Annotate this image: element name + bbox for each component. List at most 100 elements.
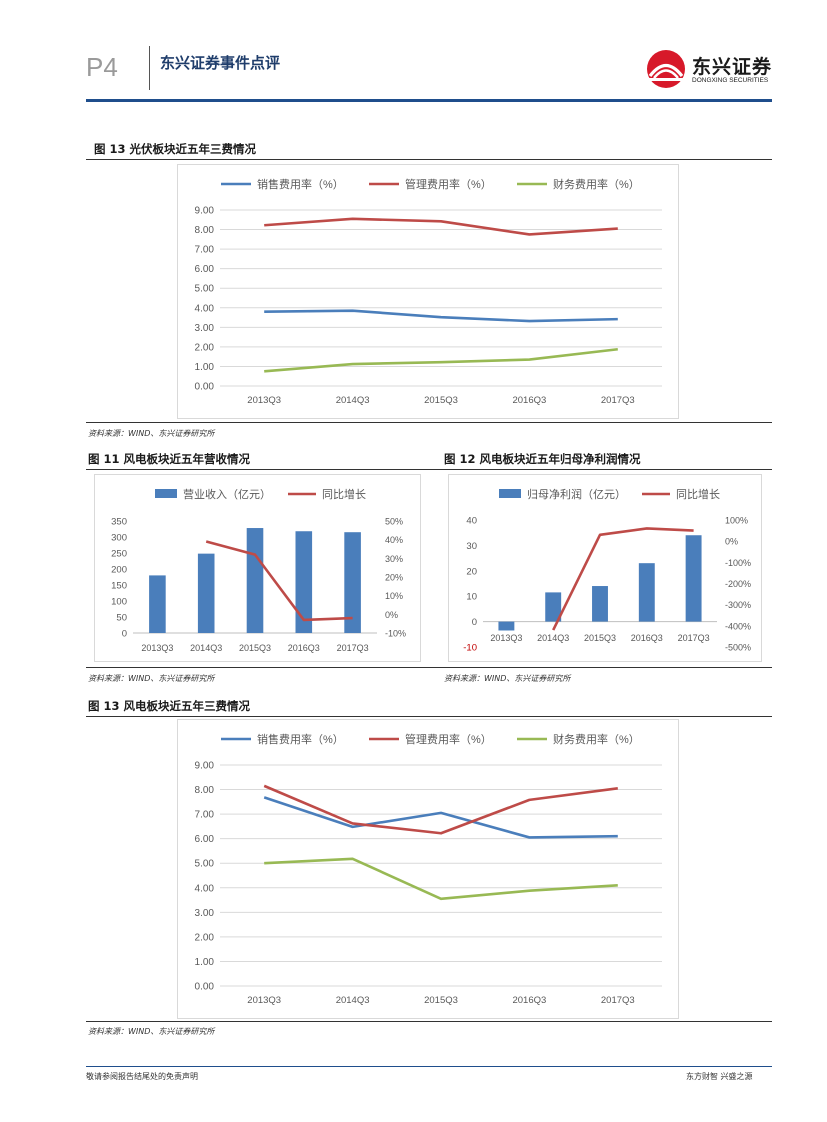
x-tick-label: 2015Q3	[239, 643, 271, 653]
chart-wind-profit: -10 0 10 20 30 40 -500% -400% -300% -200% -100% 0% 1…	[463, 487, 751, 654]
chart-wind-expense: 0.00 1.00 2.00 3.00 4.00 5.00 6.00 7.00 8.00 9.00…	[195, 732, 662, 1006]
y-tick-label: 1.00	[195, 957, 215, 968]
y-left-tick-label: 250	[111, 549, 127, 560]
series-line	[264, 347, 618, 373]
bar	[545, 592, 562, 622]
x-tick-label: 2013Q3	[490, 633, 522, 643]
legend-swatch	[499, 489, 521, 498]
x-tick-label: 2015Q3	[584, 633, 616, 643]
y-tick-label: 1.00	[195, 362, 215, 373]
legend-label: 营业收入（亿元）	[183, 487, 271, 501]
legend-label: 财务费用率（%）	[553, 732, 640, 746]
header-rule	[86, 99, 772, 102]
y-left-tick-label: 200	[111, 565, 127, 576]
legend-label: 销售费用率（%）	[257, 177, 344, 191]
legend-label: 管理费用率（%）	[405, 177, 492, 191]
y-right-tick-label: 10%	[385, 591, 403, 601]
legend-label: 同比增长	[676, 487, 720, 501]
x-tick-label: 2015Q3	[424, 995, 458, 1006]
series-line	[263, 796, 618, 839]
x-tick-label: 2017Q3	[601, 395, 635, 406]
y-tick-label: 6.00	[195, 834, 215, 845]
x-tick-label: 2016Q3	[512, 995, 546, 1006]
x-tick-label: 2013Q3	[247, 995, 281, 1006]
y-tick-label: 5.00	[195, 284, 215, 295]
y-left-tick-label: 0	[122, 629, 127, 640]
y-tick-label: 0.00	[195, 982, 215, 993]
source-note: 资料来源：WIND、东兴证券研究所	[88, 1027, 215, 1036]
y-right-tick-label: -500%	[725, 643, 751, 653]
y-right-tick-label: 100%	[725, 516, 748, 526]
y-tick-label: 7.00	[195, 810, 215, 821]
series-line	[264, 217, 618, 236]
chart-panel-wind-profit: -10 0 10 20 30 40 -500% -400% -300% -200% -100% 0% 1…	[448, 474, 762, 662]
y-left-tick-label: 10	[466, 592, 477, 603]
logo-text-cn: 东兴证券	[692, 56, 773, 78]
logo-emblem-icon	[647, 50, 685, 88]
figure-title: 图 13 风电板块近五年三费情况	[88, 699, 251, 713]
y-right-tick-label: 0%	[725, 537, 738, 547]
source-note: 资料来源：WIND、东兴证券研究所	[88, 674, 215, 683]
company-logo: 东兴证券 DONGXING SECURITIES	[646, 49, 776, 89]
disclaimer-note: 敬请参阅报告结尾处的免责声明	[86, 1072, 198, 1081]
x-tick-label: 2014Q3	[190, 643, 222, 653]
figure-rule	[86, 716, 772, 717]
bar	[344, 532, 361, 633]
y-right-tick-label: 0%	[385, 610, 398, 620]
bar	[246, 528, 264, 633]
chart-panel-pv-expense: 0.00 1.00 2.00 3.00 4.00 5.00 6.00 7.00 8.00 9.00…	[177, 164, 679, 419]
x-tick-label: 2014Q3	[336, 995, 370, 1006]
report-type: 东兴证券事件点评	[160, 54, 281, 72]
figure-rule	[86, 1021, 772, 1022]
source-note: 资料来源：WIND、东兴证券研究所	[88, 429, 215, 438]
chart-pv-expense: 0.00 1.00 2.00 3.00 4.00 5.00 6.00 7.00 8.00 9.00…	[195, 177, 662, 406]
bar	[685, 535, 702, 622]
chart-wind-revenue: 0 50 100 150 200 250 300 350 -10% 0% 10% 20% 30% 40% 5…	[111, 487, 406, 653]
y-left-tick-label: 100	[111, 597, 127, 608]
x-tick-label: 2014Q3	[336, 395, 370, 406]
y-tick-label: 5.00	[195, 859, 215, 870]
y-right-tick-label: -300%	[725, 600, 751, 610]
x-tick-label: 2016Q3	[512, 395, 546, 406]
x-tick-label: 2016Q3	[288, 643, 320, 653]
x-tick-label: 2016Q3	[631, 633, 663, 643]
legend-label: 同比增长	[322, 487, 366, 501]
x-tick-label: 2013Q3	[247, 395, 281, 406]
logo-text-en: DONGXING SECURITIES	[692, 77, 769, 84]
bar	[149, 575, 166, 633]
series-line	[264, 857, 618, 901]
page-number: P4	[86, 52, 118, 82]
figure-rule	[86, 469, 772, 470]
company-slogan: 东方财智 兴盛之源	[686, 1072, 753, 1081]
y-right-tick-label: 50%	[385, 517, 403, 527]
bar	[592, 586, 608, 622]
x-tick-label: 2017Q3	[337, 643, 369, 653]
source-note: 资料来源：WIND、东兴证券研究所	[444, 674, 571, 683]
legend-swatch	[155, 489, 177, 498]
y-tick-label: 9.00	[195, 206, 215, 217]
y-right-tick-label: -10%	[385, 629, 406, 639]
growth-line	[205, 540, 353, 622]
growth-line	[552, 527, 694, 631]
figure-title: 图 13 光伏板块近五年三费情况	[94, 142, 257, 156]
y-tick-label: 8.00	[195, 225, 215, 236]
y-tick-label: 7.00	[195, 245, 215, 256]
x-tick-label: 2013Q3	[141, 643, 173, 653]
x-tick-label: 2015Q3	[424, 395, 458, 406]
y-right-tick-label: -400%	[725, 621, 751, 631]
y-tick-label: 9.00	[195, 761, 215, 772]
figure-title: 图 12 风电板块近五年归母净利润情况	[444, 452, 641, 466]
footer-rule	[86, 1066, 772, 1067]
y-tick-label: 3.00	[195, 323, 215, 334]
legend-label: 财务费用率（%）	[553, 177, 640, 191]
chart-panel-wind-expense: 0.00 1.00 2.00 3.00 4.00 5.00 6.00 7.00 8.00 9.00…	[177, 719, 679, 1019]
header-divider	[149, 46, 150, 90]
x-tick-label: 2017Q3	[601, 995, 635, 1006]
chart-panel-wind-revenue: 0 50 100 150 200 250 300 350 -10% 0% 10% 20% 30% 40% 5…	[94, 474, 421, 662]
y-tick-label: 4.00	[195, 303, 215, 314]
y-left-tick-label: 50	[116, 613, 127, 624]
figure-rule	[86, 159, 772, 160]
legend-label: 管理费用率（%）	[405, 732, 492, 746]
legend-label: 归母净利润（亿元）	[527, 487, 626, 501]
y-tick-label: 4.00	[195, 883, 215, 894]
